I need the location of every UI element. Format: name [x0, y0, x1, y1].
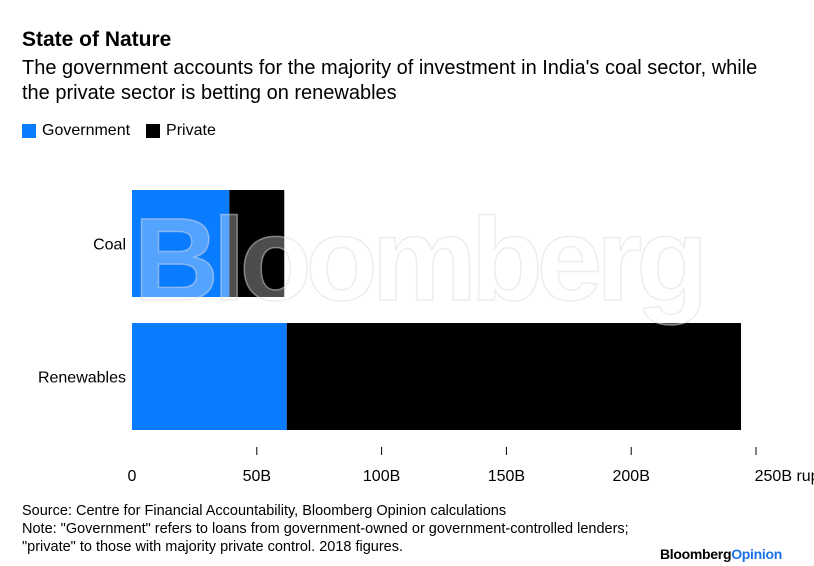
x-tick-label: 50B	[243, 468, 271, 485]
legend-swatch-government	[22, 124, 36, 138]
bloomberg-opinion-logo: BloombergOpinion	[660, 546, 782, 562]
source-note: Source: Centre for Financial Accountabil…	[22, 503, 507, 519]
category-label: Renewables	[38, 370, 126, 387]
legend-item-government: Government	[22, 122, 130, 140]
chart-title: State of Nature	[22, 28, 172, 51]
legend-label: Private	[166, 122, 216, 139]
x-tick-label: 100B	[363, 468, 400, 485]
logo-product: Opinion	[731, 546, 782, 562]
x-tick-label: 0	[128, 468, 137, 485]
chart-subtitle: The government accounts for the majority…	[22, 57, 758, 104]
legend-swatch-private	[146, 124, 161, 138]
category-label: Coal	[93, 237, 126, 254]
bloomberg-watermark: Bloomberg	[134, 194, 703, 326]
x-tick-label: 200B	[613, 468, 650, 485]
logo-brand: Bloomberg	[660, 546, 732, 562]
footnotes: Source: Centre for Financial Accountabil…	[22, 502, 632, 556]
bar-coal-private	[229, 190, 285, 297]
legend-item-private: Private	[146, 122, 216, 140]
legend: Government Private	[22, 122, 232, 140]
bar-renewables-private	[286, 323, 742, 430]
x-tick-label: 250B rupees	[755, 468, 814, 485]
bar-coal-government	[132, 190, 230, 297]
legend-label: Government	[42, 122, 131, 139]
x-tick-label: 150B	[488, 468, 525, 485]
note: Note: "Government" refers to loans from …	[22, 521, 629, 555]
bar-renewables-government	[132, 323, 287, 430]
